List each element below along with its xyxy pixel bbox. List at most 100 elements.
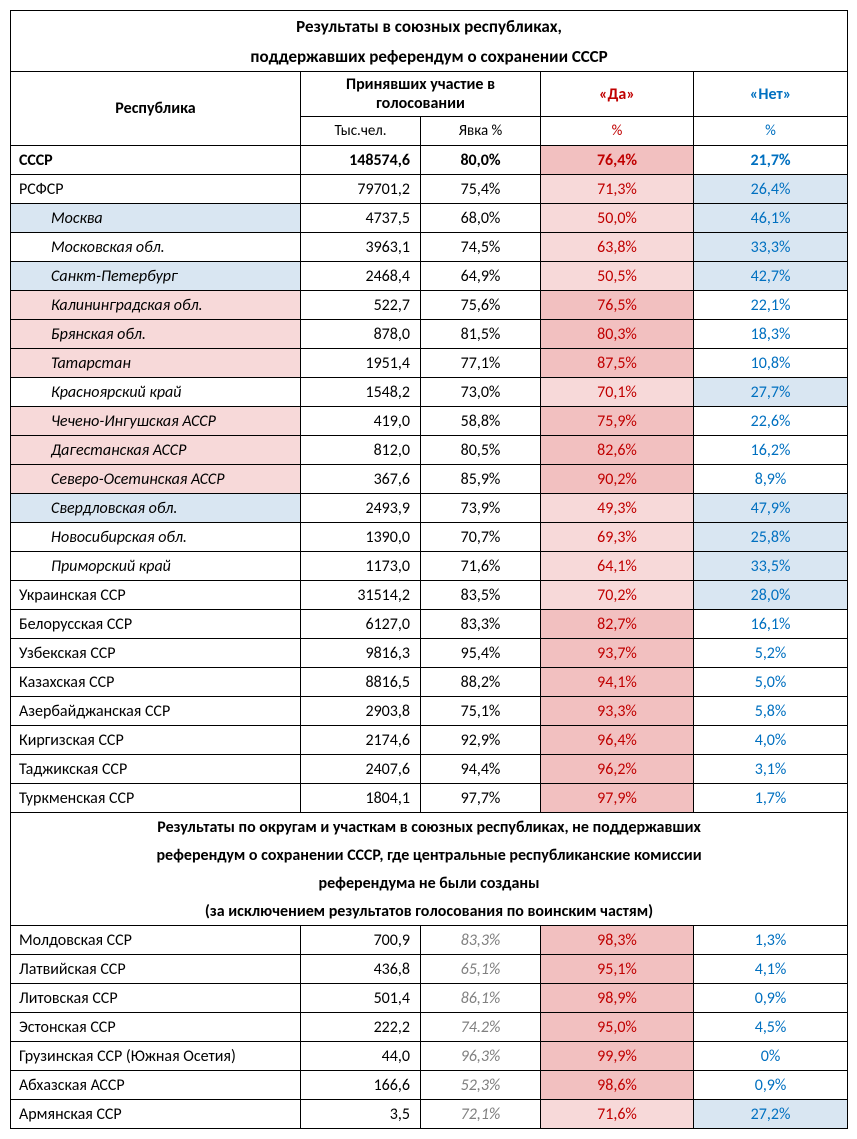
cell-no: 27,2% <box>694 1100 848 1129</box>
cell-yes: 82,6% <box>541 436 694 465</box>
cell-turnout: 75,6% <box>421 291 541 320</box>
table-row: Эстонская ССР222,274.2%95,0%4,5% <box>11 1013 848 1042</box>
table-row: Санкт-Петербург2468,464,9%50,5%42,7% <box>11 262 848 291</box>
table-row: Татарстан1951,477,1%87,5%10,8% <box>11 349 848 378</box>
cell-name: Туркменская ССР <box>11 784 301 813</box>
cell-name: Таджикская ССР <box>11 755 301 784</box>
header-no: «Нет» <box>694 72 848 117</box>
mid-section-line1: Результаты по округам и участкам в союзн… <box>11 813 848 842</box>
cell-name: Москва <box>11 204 301 233</box>
cell-yes: 76,4% <box>541 146 694 175</box>
cell-turnout: 72,1% <box>421 1100 541 1129</box>
cell-name: Латвийская ССР <box>11 955 301 984</box>
table-row: РСФСР79701,275,4%71,3%26,4% <box>11 175 848 204</box>
cell-yes: 75,9% <box>541 407 694 436</box>
cell-turnout: 88,2% <box>421 668 541 697</box>
cell-no: 5,0% <box>694 668 848 697</box>
cell-yes: 98,9% <box>541 984 694 1013</box>
cell-name: Свердловская обл. <box>11 494 301 523</box>
cell-turnout: 97,7% <box>421 784 541 813</box>
table-row: Литовская ССР501,486,1%98,9%0,9% <box>11 984 848 1013</box>
cell-thousands: 700,9 <box>301 926 421 955</box>
cell-thousands: 812,0 <box>301 436 421 465</box>
cell-thousands: 3963,1 <box>301 233 421 262</box>
cell-no: 1,7% <box>694 784 848 813</box>
table-row: Новосибирская обл.1390,070,7%69,3%25,8% <box>11 523 848 552</box>
cell-no: 26,4% <box>694 175 848 204</box>
cell-turnout: 86,1% <box>421 984 541 1013</box>
cell-yes: 70,1% <box>541 378 694 407</box>
header-republic: Республика <box>11 72 301 146</box>
mid-section-line3: референдума не были созданы <box>11 869 848 897</box>
cell-turnout: 80,0% <box>421 146 541 175</box>
cell-no: 4,0% <box>694 726 848 755</box>
cell-name: Азербайджанская ССР <box>11 697 301 726</box>
cell-yes: 69,3% <box>541 523 694 552</box>
cell-thousands: 2407,6 <box>301 755 421 784</box>
cell-name: Белорусская ССР <box>11 610 301 639</box>
cell-name: Узбекская ССР <box>11 639 301 668</box>
cell-no: 25,8% <box>694 523 848 552</box>
cell-thousands: 522,7 <box>301 291 421 320</box>
cell-yes: 64,1% <box>541 552 694 581</box>
cell-turnout: 83,5% <box>421 581 541 610</box>
table-row: Москва4737,568,0%50,0%46,1% <box>11 204 848 233</box>
cell-turnout: 75,1% <box>421 697 541 726</box>
cell-name: Киргизская ССР <box>11 726 301 755</box>
cell-thousands: 1390,0 <box>301 523 421 552</box>
cell-thousands: 1804,1 <box>301 784 421 813</box>
table-row: Армянская ССР3,572,1%71,6%27,2% <box>11 1100 848 1129</box>
table-row: Грузинская ССР (Южная Осетия)44,096,3%99… <box>11 1042 848 1071</box>
cell-no: 46,1% <box>694 204 848 233</box>
cell-no: 1,3% <box>694 926 848 955</box>
cell-turnout: 80,5% <box>421 436 541 465</box>
cell-turnout: 68,0% <box>421 204 541 233</box>
cell-name: Украинская ССР <box>11 581 301 610</box>
cell-turnout: 74,5% <box>421 233 541 262</box>
cell-no: 8,9% <box>694 465 848 494</box>
cell-turnout: 64,9% <box>421 262 541 291</box>
cell-no: 10,8% <box>694 349 848 378</box>
cell-no: 22,1% <box>694 291 848 320</box>
cell-thousands: 1548,2 <box>301 378 421 407</box>
table-row: Таджикская ССР2407,694,4%96,2%3,1% <box>11 755 848 784</box>
cell-name: Татарстан <box>11 349 301 378</box>
cell-no: 42,7% <box>694 262 848 291</box>
cell-turnout: 74.2% <box>421 1013 541 1042</box>
cell-name: Армянская ССР <box>11 1100 301 1129</box>
cell-no: 47,9% <box>694 494 848 523</box>
cell-yes: 97,9% <box>541 784 694 813</box>
cell-no: 3,1% <box>694 755 848 784</box>
table-row: Дагестанская АССР812,080,5%82,6%16,2% <box>11 436 848 465</box>
title-line1: Результаты в союзных республиках, <box>11 11 848 42</box>
cell-thousands: 44,0 <box>301 1042 421 1071</box>
cell-turnout: 83,3% <box>421 926 541 955</box>
table-row: Московская обл.3963,174,5%63,8%33,3% <box>11 233 848 262</box>
cell-yes: 49,3% <box>541 494 694 523</box>
cell-name: Дагестанская АССР <box>11 436 301 465</box>
cell-name: Чечено-Ингушская АССР <box>11 407 301 436</box>
cell-no: 33,5% <box>694 552 848 581</box>
cell-name: Молдовская ССР <box>11 926 301 955</box>
table-row: Северо-Осетинская АССР367,685,9%90,2%8,9… <box>11 465 848 494</box>
cell-yes: 71,3% <box>541 175 694 204</box>
cell-no: 4,1% <box>694 955 848 984</box>
cell-yes: 95,0% <box>541 1013 694 1042</box>
cell-no: 4,5% <box>694 1013 848 1042</box>
table-row: Азербайджанская ССР2903,875,1%93,3%5,8% <box>11 697 848 726</box>
cell-thousands: 9816,3 <box>301 639 421 668</box>
cell-thousands: 31514,2 <box>301 581 421 610</box>
cell-turnout: 70,7% <box>421 523 541 552</box>
table-row: Брянская обл.878,081,5%80,3%18,3% <box>11 320 848 349</box>
cell-name: Новосибирская обл. <box>11 523 301 552</box>
cell-turnout: 81,5% <box>421 320 541 349</box>
cell-thousands: 878,0 <box>301 320 421 349</box>
cell-no: 33,3% <box>694 233 848 262</box>
cell-thousands: 2468,4 <box>301 262 421 291</box>
cell-no: 16,1% <box>694 610 848 639</box>
cell-turnout: 92,9% <box>421 726 541 755</box>
cell-turnout: 95,4% <box>421 639 541 668</box>
cell-yes: 80,3% <box>541 320 694 349</box>
cell-no: 5,8% <box>694 697 848 726</box>
cell-thousands: 148574,6 <box>301 146 421 175</box>
